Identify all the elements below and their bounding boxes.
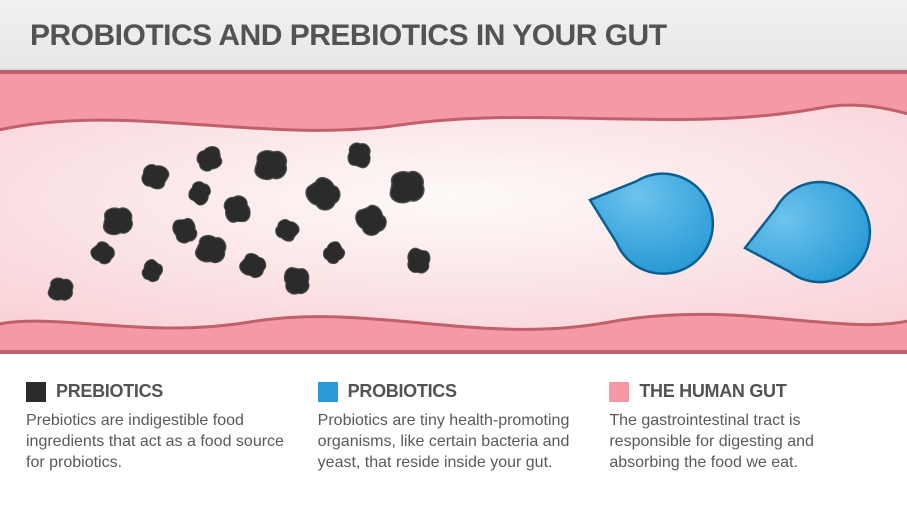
gut-diagram-svg [0, 70, 907, 355]
legend-desc: Probiotics are tiny health-promoting org… [318, 410, 590, 473]
legend-item-probiotics: PROBIOTICS Probiotics are tiny health-pr… [318, 381, 590, 473]
gut-diagram [0, 70, 907, 355]
header-band: PROBIOTICS AND PREBIOTICS IN YOUR GUT [0, 0, 907, 70]
swatch-probiotics [318, 382, 338, 402]
legend-item-prebiotics: PREBIOTICS Prebiotics are indigestible f… [26, 381, 298, 473]
legend-item-human-gut: THE HUMAN GUT The gastrointestinal tract… [609, 381, 881, 473]
legend-title: THE HUMAN GUT [639, 381, 786, 402]
prebiotic-blob [254, 149, 288, 181]
legend: PREBIOTICS Prebiotics are indigestible f… [0, 355, 907, 473]
prebiotic-blob [284, 268, 309, 294]
legend-desc: Prebiotics are indigestible food ingredi… [26, 410, 298, 473]
legend-title: PREBIOTICS [56, 381, 163, 402]
swatch-prebiotics [26, 382, 46, 402]
gut-border [0, 70, 907, 74]
page-title: PROBIOTICS AND PREBIOTICS IN YOUR GUT [30, 19, 877, 53]
prebiotic-blob [103, 208, 132, 235]
gut-border [0, 350, 907, 354]
swatch-human-gut [609, 382, 629, 402]
legend-title: PROBIOTICS [348, 381, 457, 402]
prebiotic-blob [390, 171, 424, 202]
legend-desc: The gastrointestinal tract is responsibl… [609, 410, 881, 473]
